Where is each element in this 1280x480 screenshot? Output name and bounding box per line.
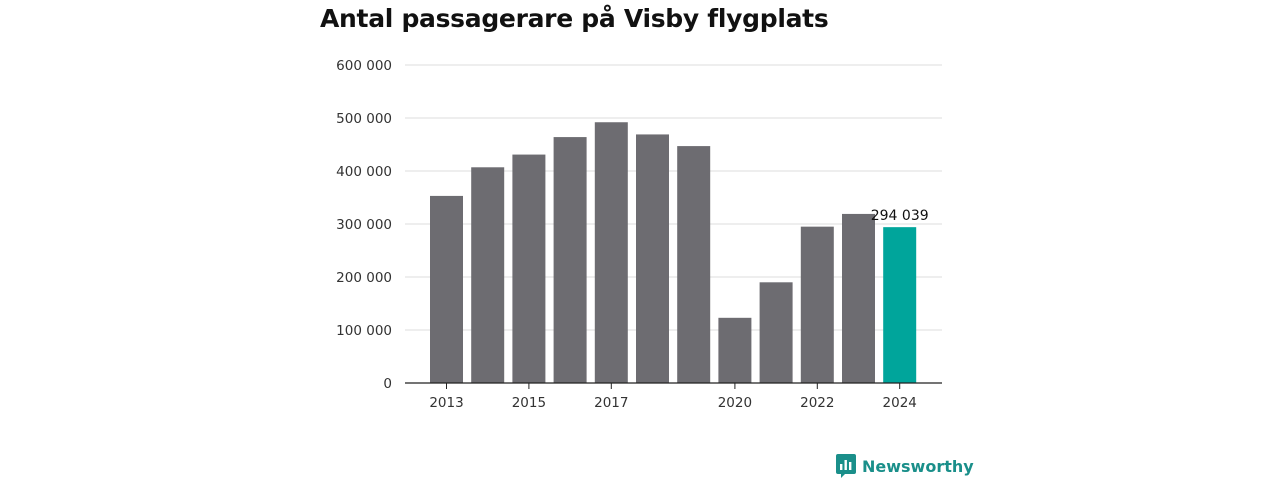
bar-chart-badge-icon (836, 454, 856, 478)
x-axis-labels: 2013 2015 2017 2020 2022 2024 (429, 395, 917, 411)
annotations: 294 039 (871, 208, 929, 224)
y-tick-label: 600 000 (336, 58, 392, 74)
x-tick-label: 2015 (512, 395, 546, 411)
y-tick-label: 0 (383, 376, 392, 392)
data-label: 294 039 (871, 208, 929, 224)
y-tick-label: 100 000 (336, 323, 392, 339)
bars (430, 122, 917, 384)
x-tick-label: 2024 (883, 395, 917, 411)
bar (842, 213, 875, 383)
y-tick-label: 500 000 (336, 111, 392, 127)
newsworthy-logo: Newsworthy (836, 454, 974, 478)
bar (800, 226, 834, 383)
bar (553, 137, 587, 383)
x-tick-label: 2020 (718, 395, 752, 411)
bar (636, 134, 669, 383)
y-tick-label: 300 000 (336, 217, 392, 233)
bar (512, 154, 546, 383)
y-tick-label: 400 000 (336, 164, 392, 180)
bar (430, 195, 463, 383)
bar (471, 167, 505, 383)
x-tick-label: 2022 (800, 395, 834, 411)
bar (718, 317, 752, 383)
y-tick-label: 200 000 (336, 270, 392, 286)
bar (759, 282, 793, 383)
bar-highlight (883, 227, 917, 383)
x-tick-label: 2017 (594, 395, 628, 411)
x-axis (405, 382, 942, 389)
y-axis-labels: 0 100 000 200 000 300 000 400 000 500 000 600 … (336, 58, 392, 392)
bar (594, 122, 628, 384)
x-tick-label: 2013 (429, 395, 463, 411)
brand-name: Newsworthy (862, 456, 974, 476)
chart-title: Antal passagerare på Visby flygplats (320, 4, 829, 33)
bar (677, 146, 711, 383)
